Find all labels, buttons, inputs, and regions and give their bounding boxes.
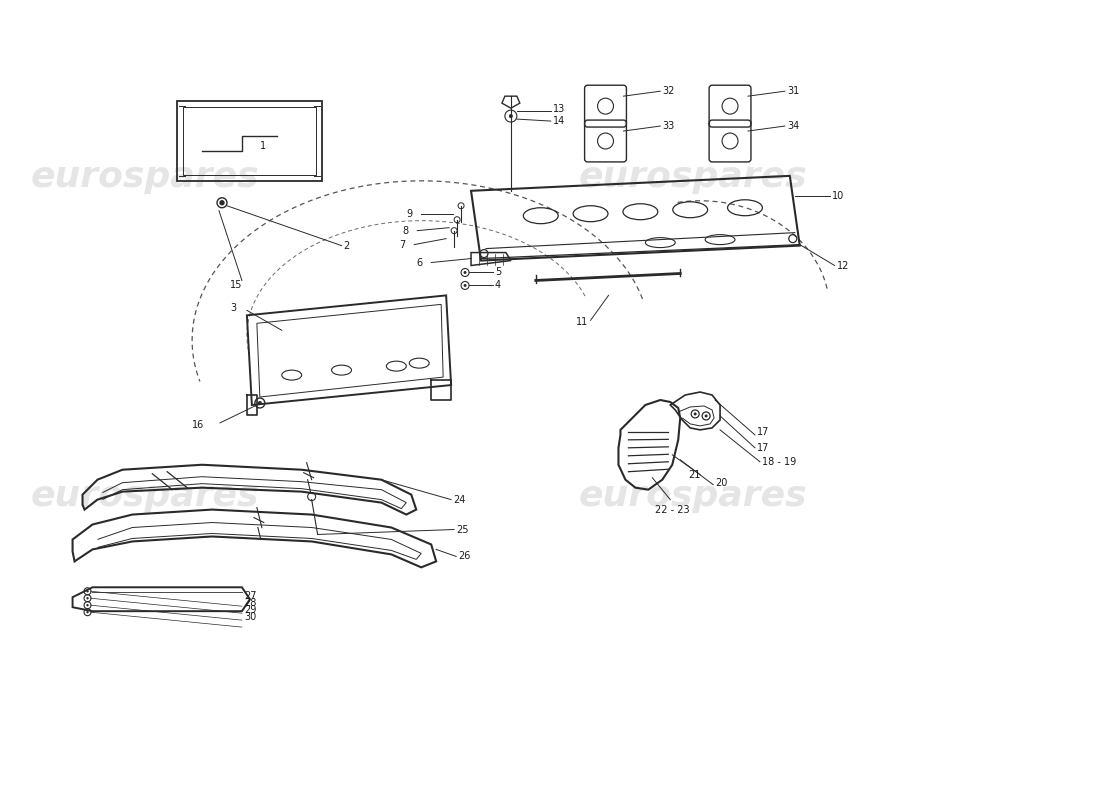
- Circle shape: [86, 597, 89, 599]
- Text: 17: 17: [757, 427, 769, 437]
- Circle shape: [86, 604, 89, 606]
- Text: 2: 2: [343, 241, 350, 250]
- Text: 16: 16: [192, 420, 205, 430]
- Text: eurospares: eurospares: [579, 160, 807, 194]
- Text: 18 - 19: 18 - 19: [762, 457, 796, 466]
- Text: 12: 12: [837, 261, 849, 270]
- Text: 11: 11: [575, 318, 587, 327]
- Text: 33: 33: [662, 121, 674, 131]
- Text: 27: 27: [244, 591, 256, 602]
- Text: 20: 20: [715, 478, 727, 488]
- Text: 10: 10: [832, 190, 844, 201]
- Text: 25: 25: [456, 525, 469, 534]
- Text: 14: 14: [552, 116, 565, 126]
- Text: 26: 26: [458, 551, 471, 562]
- Text: 5: 5: [495, 267, 502, 278]
- Text: eurospares: eurospares: [31, 478, 260, 513]
- Text: 13: 13: [552, 104, 565, 114]
- Text: 31: 31: [786, 86, 799, 96]
- Text: 24: 24: [453, 494, 465, 505]
- Circle shape: [86, 611, 89, 614]
- Text: 17: 17: [757, 443, 769, 453]
- Text: 4: 4: [495, 281, 502, 290]
- Circle shape: [463, 284, 466, 287]
- Text: 34: 34: [786, 121, 799, 131]
- Text: eurospares: eurospares: [31, 160, 260, 194]
- Text: 28: 28: [244, 598, 256, 608]
- Text: 29: 29: [244, 605, 256, 615]
- Text: 7: 7: [399, 239, 406, 250]
- Text: 15: 15: [230, 281, 242, 290]
- Text: eurospares: eurospares: [579, 478, 807, 513]
- Circle shape: [220, 201, 224, 205]
- Circle shape: [463, 271, 466, 274]
- Text: 9: 9: [406, 209, 412, 218]
- Circle shape: [705, 414, 707, 418]
- Circle shape: [86, 590, 89, 593]
- Circle shape: [509, 114, 513, 118]
- Circle shape: [694, 413, 696, 415]
- Text: 8: 8: [403, 226, 408, 236]
- Text: 32: 32: [662, 86, 674, 96]
- Text: 6: 6: [416, 258, 422, 267]
- Text: 1: 1: [260, 141, 266, 151]
- Text: 21: 21: [689, 470, 701, 480]
- Text: 3: 3: [230, 303, 236, 314]
- Text: 22 - 23: 22 - 23: [656, 505, 690, 514]
- Text: 30: 30: [244, 612, 256, 622]
- Circle shape: [257, 401, 262, 405]
